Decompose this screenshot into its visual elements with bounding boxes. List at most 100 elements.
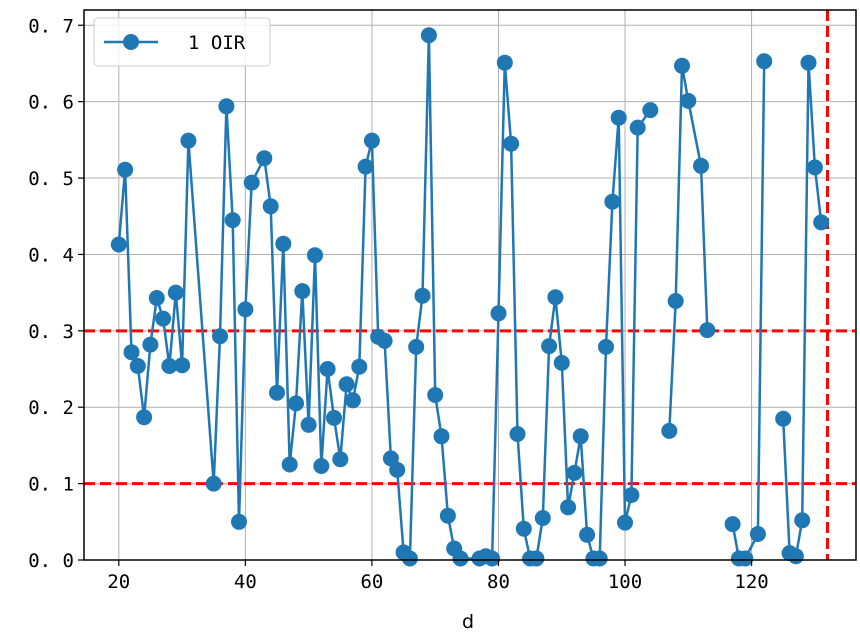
data-point [534, 510, 551, 526]
data-point [288, 395, 304, 412]
data-point [243, 174, 260, 191]
data-point [661, 422, 678, 439]
legend-label: 1 OIR [188, 32, 246, 54]
data-point [344, 392, 361, 409]
data-point [693, 157, 709, 174]
data-point [389, 461, 406, 478]
data-point [117, 161, 134, 178]
data-point [515, 520, 532, 537]
data-point [148, 290, 165, 306]
data-point [351, 358, 368, 375]
y-tick-label: 0. 0 [28, 550, 74, 572]
y-tick-label: 0. 7 [28, 15, 74, 37]
data-point [794, 512, 811, 529]
data-point [376, 332, 393, 349]
grid [84, 10, 856, 561]
data-point [598, 338, 614, 355]
data-point [813, 214, 830, 231]
data-point [326, 409, 342, 426]
axes: 20 40 60 80 100 120 0. 0 0. 1 0. 2 0. 3 0. 4 0. 5 0.… [28, 9, 857, 593]
data-point [490, 305, 507, 322]
data-point [142, 336, 159, 353]
data-point [496, 54, 513, 71]
data-point [313, 458, 330, 474]
data-point [319, 361, 336, 377]
data-point [756, 53, 773, 70]
data-point [414, 287, 431, 304]
x-tick-label: 80 [487, 571, 510, 593]
data-point [427, 387, 444, 403]
data-point [503, 135, 520, 152]
data-point [155, 310, 172, 327]
data-point [484, 550, 501, 567]
data-point [224, 212, 241, 229]
data-point [806, 159, 823, 176]
data-point [110, 236, 127, 253]
data-point [212, 328, 228, 345]
data-series [110, 27, 830, 567]
data-point [680, 92, 697, 109]
data-point [591, 550, 608, 567]
data-point [307, 247, 323, 264]
data-point [167, 284, 184, 301]
data-point [129, 358, 146, 374]
data-point [553, 354, 570, 371]
data-point [357, 158, 374, 175]
data-point [420, 27, 437, 44]
data-point [281, 456, 298, 473]
data-point [174, 357, 191, 374]
data-point [547, 289, 564, 306]
data-point [749, 526, 766, 542]
data-point [566, 464, 583, 481]
data-point [123, 344, 140, 361]
data-point [775, 410, 792, 427]
data-point [136, 409, 153, 426]
data-point [528, 550, 545, 567]
data-point [269, 384, 285, 401]
data-point [294, 283, 311, 300]
x-tick-label: 40 [234, 571, 257, 593]
x-tick-label: 20 [107, 571, 130, 593]
data-point [408, 338, 425, 355]
legend-point-marker [123, 34, 139, 50]
series-line [668, 64, 709, 431]
data-point [218, 98, 235, 115]
plot-frame [83, 9, 857, 561]
data-point [787, 548, 804, 565]
x-tick-label: 60 [360, 571, 383, 593]
data-point [674, 57, 690, 74]
data-point [332, 451, 349, 468]
data-point [161, 358, 178, 374]
legend: 1 OIR [93, 17, 271, 67]
y-tick-label: 0. 4 [28, 244, 74, 266]
data-point [205, 475, 222, 492]
y-tick-label: 0. 5 [28, 168, 74, 190]
x-axis-label: d [462, 611, 474, 633]
data-point [509, 426, 526, 442]
data-point [617, 514, 633, 531]
data-point [579, 526, 596, 543]
data-point [338, 376, 355, 393]
data-point [724, 516, 741, 533]
data-point [452, 550, 469, 567]
data-point [231, 513, 247, 530]
x-tick-label: 100 [608, 571, 642, 593]
y-tick-label: 0. 6 [28, 92, 74, 114]
x-tick-label: 120 [734, 571, 768, 593]
data-point [439, 507, 456, 524]
data-point [300, 416, 317, 433]
data-point [262, 198, 279, 215]
data-point [401, 550, 418, 567]
data-point [560, 499, 577, 516]
legend-box [93, 17, 271, 67]
data-point [604, 193, 621, 210]
data-point [541, 338, 558, 355]
data-point [667, 293, 684, 309]
data-point [572, 428, 589, 445]
data-point [699, 322, 716, 339]
data-point [237, 301, 254, 318]
data-point [256, 150, 273, 167]
data-point [623, 487, 640, 504]
data-point [800, 54, 817, 71]
